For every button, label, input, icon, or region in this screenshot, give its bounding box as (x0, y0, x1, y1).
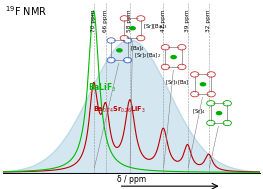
Circle shape (163, 46, 168, 49)
Circle shape (109, 39, 114, 42)
Bar (124, 18, 141, 38)
Circle shape (122, 36, 127, 40)
Text: BaLiF$_3$: BaLiF$_3$ (88, 81, 117, 94)
Circle shape (179, 65, 184, 69)
Circle shape (225, 121, 230, 125)
Circle shape (200, 82, 206, 87)
Circle shape (170, 55, 177, 59)
Text: $^{19}$F NMR: $^{19}$F NMR (5, 5, 47, 18)
Bar (195, 74, 211, 94)
Circle shape (125, 58, 130, 62)
Circle shape (122, 17, 127, 20)
Text: 66 ppm: 66 ppm (103, 10, 108, 32)
Circle shape (125, 39, 130, 42)
Circle shape (225, 102, 230, 105)
Circle shape (209, 92, 214, 96)
Circle shape (138, 36, 143, 40)
Circle shape (192, 73, 197, 76)
Circle shape (192, 92, 197, 96)
Circle shape (109, 58, 114, 62)
Circle shape (138, 17, 143, 20)
Circle shape (216, 111, 222, 115)
Text: [Sr]$_3$[Ba]: [Sr]$_3$[Ba] (165, 78, 190, 87)
Bar (211, 103, 227, 123)
Text: 70 ppm: 70 ppm (91, 10, 96, 32)
Circle shape (129, 26, 136, 30)
Text: [Sr]$_2$[Ba]$_2$: [Sr]$_2$[Ba]$_2$ (134, 51, 161, 60)
Circle shape (116, 48, 123, 53)
Text: 58 ppm: 58 ppm (128, 10, 133, 32)
Text: [Ba]$_4$: [Ba]$_4$ (130, 44, 145, 53)
Text: 39 ppm: 39 ppm (185, 10, 190, 32)
Bar (111, 40, 128, 60)
Text: 32 ppm: 32 ppm (206, 10, 211, 32)
Text: [Sr]$_4$: [Sr]$_4$ (193, 107, 206, 116)
Bar (165, 47, 182, 67)
X-axis label: δ / ppm: δ / ppm (117, 175, 146, 184)
Circle shape (208, 102, 213, 105)
Circle shape (208, 121, 213, 125)
Circle shape (179, 46, 184, 49)
Text: Ba$_{0.74}$Sr$_{0.26}$LiF$_3$: Ba$_{0.74}$Sr$_{0.26}$LiF$_3$ (93, 105, 146, 115)
Circle shape (209, 73, 214, 76)
Text: [Sr][Ba]$_3$: [Sr][Ba]$_3$ (143, 22, 168, 31)
Circle shape (163, 65, 168, 69)
Text: 47 ppm: 47 ppm (161, 10, 166, 32)
